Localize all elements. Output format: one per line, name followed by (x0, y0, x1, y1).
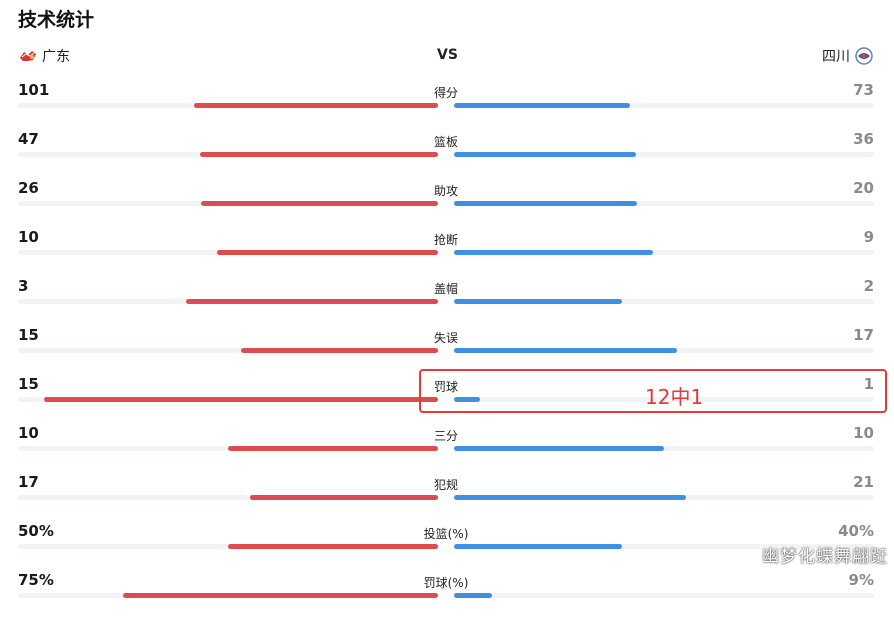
stat-left-bar (123, 593, 438, 598)
stat-left-value: 26 (18, 179, 39, 197)
stat-row: 75% 罚球(%) 9% (0, 571, 894, 620)
stat-right-bar (454, 152, 637, 157)
stat-left-value: 15 (18, 326, 39, 344)
stat-row: 10 抢断 9 (0, 228, 894, 277)
stat-left-value: 101 (18, 81, 50, 99)
stat-left-track (18, 446, 438, 451)
stat-left-bar (217, 250, 438, 255)
stat-right-value: 9% (848, 571, 874, 589)
stat-right-value: 21 (853, 473, 874, 491)
stat-left-track (18, 348, 438, 353)
stat-label: 三分 (433, 429, 458, 443)
stat-right-bar (454, 446, 664, 451)
stat-row: 101 得分 73 (0, 81, 894, 130)
stat-right-value: 40% (838, 522, 874, 540)
stat-right-bar (454, 201, 637, 206)
vs-label: VS (437, 47, 458, 63)
stat-label: 失误 (433, 331, 458, 345)
stat-right-track (454, 103, 874, 108)
stat-right-bar (454, 397, 481, 402)
stat-left-track (18, 201, 438, 206)
stat-right-value: 2 (863, 277, 874, 295)
stat-row: 50% 投篮(%) 40% (0, 522, 894, 571)
stat-left-track (18, 103, 438, 108)
stat-left-bar (200, 152, 438, 157)
stat-left-value: 47 (18, 130, 39, 148)
page-title: 技术统计 (18, 9, 95, 31)
stat-right-bar (454, 103, 631, 108)
stat-right-value: 1 (863, 375, 874, 393)
team-right[interactable]: 四川 (822, 46, 874, 66)
stat-right-track (454, 152, 874, 157)
stat-right-track (454, 250, 874, 255)
stat-label: 投篮(%) (423, 527, 469, 541)
stat-label: 犯规 (433, 478, 458, 492)
stat-left-track (18, 495, 438, 500)
stat-right-bar (454, 495, 687, 500)
stat-right-bar (454, 348, 678, 353)
stat-label: 抢断 (433, 233, 458, 247)
stat-left-track (18, 299, 438, 304)
stat-right-value: 10 (853, 424, 874, 442)
stat-left-bar (228, 446, 438, 451)
watermark: 幽梦化蝶舞翩跹 (762, 547, 888, 567)
stat-left-value: 17 (18, 473, 39, 491)
stat-right-bar (454, 250, 654, 255)
stat-left-value: 15 (18, 375, 39, 393)
stat-right-track (454, 544, 874, 549)
stat-right-value: 9 (863, 228, 874, 246)
highlight-annotation: 12中1 (645, 385, 704, 409)
stat-label: 盖帽 (433, 282, 458, 296)
stat-row: 15 罚球 1 (0, 375, 894, 424)
stat-row: 10 三分 10 (0, 424, 894, 473)
sichuan-logo-icon (855, 47, 873, 65)
stat-right-track (454, 348, 874, 353)
stat-label: 罚球 (433, 380, 458, 394)
stat-right-bar (454, 544, 622, 549)
stat-right-value: 20 (853, 179, 874, 197)
stat-left-bar (241, 348, 438, 353)
stat-left-bar (200, 201, 438, 206)
stat-left-bar (228, 544, 438, 549)
stat-right-bar (454, 299, 622, 304)
stat-left-track (18, 397, 438, 402)
stat-left-value: 10 (18, 228, 39, 246)
stat-label: 篮板 (433, 135, 458, 149)
stat-left-bar (186, 299, 438, 304)
stat-left-value: 50% (18, 522, 54, 540)
stat-row: 3 盖帽 2 (0, 277, 894, 326)
stat-left-value: 3 (18, 277, 29, 295)
stat-left-value: 10 (18, 424, 39, 442)
team-left-name: 广东 (42, 49, 70, 65)
stat-left-track (18, 544, 438, 549)
stat-right-bar (454, 593, 492, 598)
stat-right-track (454, 495, 874, 500)
stat-left-track (18, 250, 438, 255)
stat-row: 26 助攻 20 (0, 179, 894, 228)
stat-right-track (454, 299, 874, 304)
stat-left-bar (194, 103, 438, 108)
stat-row: 17 犯规 21 (0, 473, 894, 522)
stat-label: 助攻 (433, 184, 458, 198)
stat-label: 得分 (433, 86, 458, 100)
stat-right-track (454, 397, 874, 402)
stat-right-track (454, 201, 874, 206)
stat-row: 15 失误 17 (0, 326, 894, 375)
team-left[interactable]: 广东 (18, 46, 70, 66)
stat-left-track (18, 593, 438, 598)
stat-right-value: 17 (853, 326, 874, 344)
stat-left-bar (44, 397, 438, 402)
team-right-name: 四川 (822, 49, 850, 65)
highlight-box (419, 369, 887, 413)
stat-right-track (454, 593, 874, 598)
stat-row: 47 篮板 36 (0, 130, 894, 179)
stat-left-bar (250, 495, 438, 500)
guangdong-logo-icon (20, 51, 36, 61)
stat-left-value: 75% (18, 571, 54, 589)
stat-left-track (18, 152, 438, 157)
stat-right-value: 36 (853, 130, 874, 148)
stat-right-value: 73 (853, 81, 874, 99)
stat-right-track (454, 446, 874, 451)
